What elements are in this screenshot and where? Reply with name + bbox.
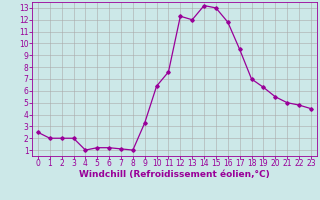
X-axis label: Windchill (Refroidissement éolien,°C): Windchill (Refroidissement éolien,°C) bbox=[79, 170, 270, 179]
